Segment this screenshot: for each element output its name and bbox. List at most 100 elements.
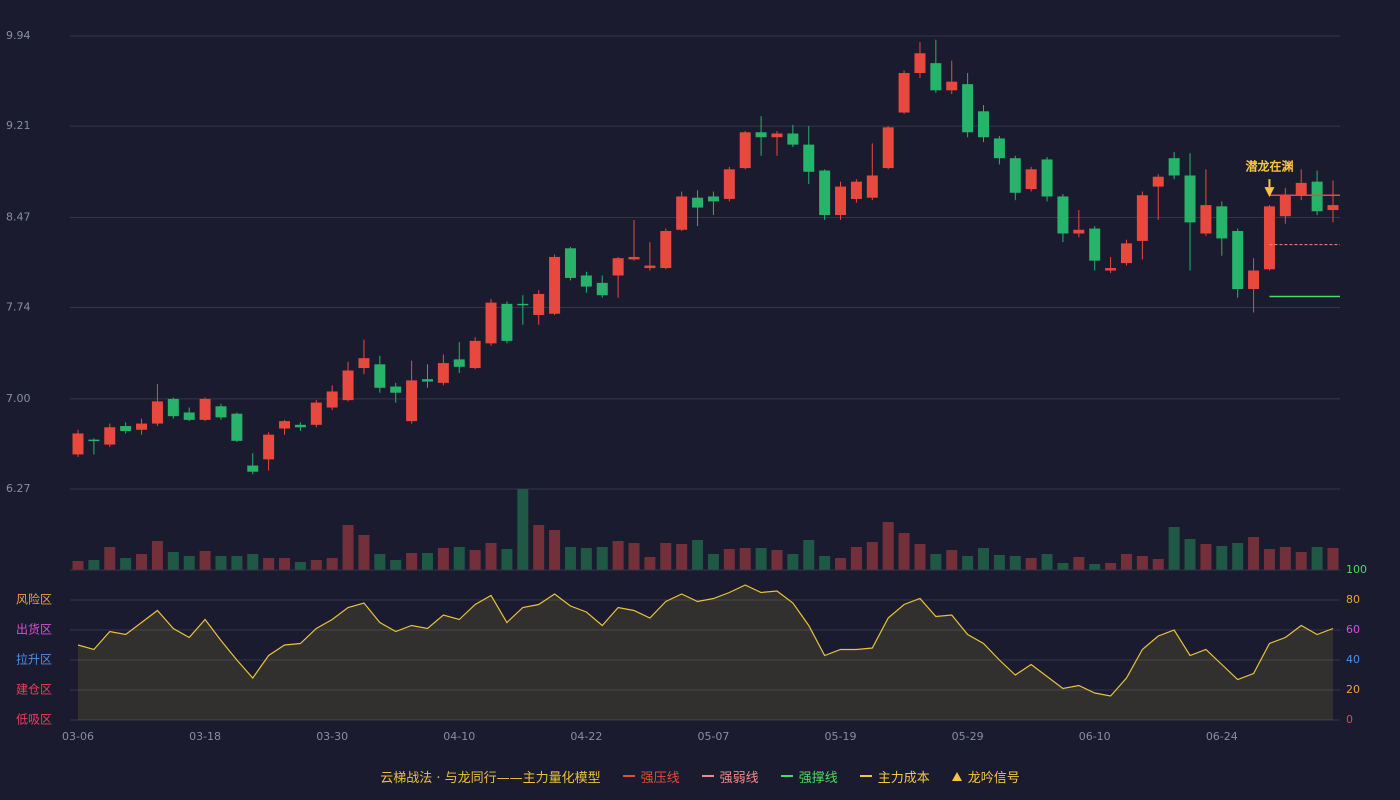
volume-bar [294, 562, 306, 570]
volume-bar [406, 553, 418, 570]
candle-body [580, 275, 592, 287]
candle-body [644, 265, 656, 269]
volume-bar [1216, 546, 1228, 570]
candle-body [1232, 231, 1244, 290]
candle-body [88, 439, 100, 442]
candle-body [1295, 182, 1307, 196]
volume-bar [167, 552, 179, 570]
volume-bar [676, 544, 688, 570]
volume-bar [993, 555, 1005, 570]
volume-bar [564, 547, 576, 570]
candle-body [183, 412, 195, 420]
legend-item: 龙吟信号 [951, 767, 1020, 786]
candle-body [136, 423, 148, 430]
legend-item: 强撑线 [780, 767, 838, 786]
candle-body [326, 391, 338, 408]
candle-body [692, 197, 704, 208]
volume-bar [596, 547, 608, 570]
volume-bar [310, 560, 322, 570]
candle-body [469, 340, 481, 369]
candle-body [723, 169, 735, 199]
volume-bar [882, 522, 894, 570]
volume-bar [612, 541, 624, 570]
volume-bar [723, 549, 735, 570]
x-tick-label: 04-10 [443, 730, 475, 743]
legend-item: 强弱线 [701, 767, 759, 786]
candle-body [533, 293, 545, 315]
volume-bar [835, 558, 847, 570]
legend-icon [951, 771, 962, 781]
volume-bar [342, 525, 354, 570]
volume-bar [962, 556, 974, 570]
volume-bar [151, 541, 163, 570]
volume-bar [660, 543, 672, 570]
volume-bar [88, 560, 100, 570]
volume-bar [898, 533, 910, 570]
volume-bar [1200, 544, 1212, 570]
candle-body [1311, 181, 1323, 212]
candle-body [390, 386, 402, 393]
volume-bar [1073, 557, 1085, 570]
candle-body [628, 256, 640, 260]
candle-body [453, 359, 465, 367]
volume-bar [1295, 552, 1307, 570]
legend: 云梯战法 · 与龙同行——主力量化模型 强压线 强弱线 强撑线 主力成本 龙吟信号 [0, 764, 1400, 788]
volume-bar [1057, 563, 1069, 570]
volume-bar [390, 560, 402, 570]
zone-label: 建仓区 [16, 683, 52, 697]
volume-bar [1089, 564, 1101, 570]
volume-bar [485, 543, 497, 570]
candle-body [1025, 169, 1037, 190]
y2-tick-label: 20 [1346, 683, 1360, 696]
candle-body [803, 144, 815, 172]
volume-bar [469, 550, 481, 570]
y-tick-label: 7.00 [6, 392, 31, 405]
y-tick-label: 9.21 [6, 119, 31, 132]
candle-body [72, 433, 84, 455]
candle-body [342, 370, 354, 401]
legend-item: 强压线 [622, 767, 680, 786]
legend-label: 强弱线 [719, 770, 759, 786]
legend-icon [859, 775, 872, 777]
volume-bar [707, 554, 719, 570]
candle-body [310, 402, 322, 425]
volume-bar [1232, 543, 1244, 570]
candle-body [1041, 159, 1053, 197]
candle-body [215, 406, 227, 418]
candle-body [898, 73, 910, 113]
volume-bar [549, 530, 561, 570]
candle-body [676, 196, 688, 230]
volume-bar [199, 551, 211, 570]
candle-body [755, 132, 767, 138]
candle-body [1216, 206, 1228, 239]
candle-body [517, 303, 529, 306]
volume-bar [1041, 554, 1053, 570]
candle-body [1009, 158, 1021, 193]
candle-body [549, 256, 561, 314]
volume-bar [453, 547, 465, 570]
zone-label: 拉升区 [16, 652, 52, 667]
candle-body [930, 63, 942, 91]
x-tick-label: 06-10 [1079, 730, 1111, 743]
x-tick-label: 03-18 [189, 730, 221, 743]
volume-bar [104, 547, 116, 570]
volume-bar [1311, 547, 1323, 570]
volume-bar [501, 549, 513, 570]
volume-bar [421, 553, 433, 570]
legend-item: 主力成本 [859, 767, 930, 786]
candle-body [1248, 270, 1260, 290]
volume-bar [914, 544, 926, 570]
zone-label: 出货区 [16, 622, 52, 637]
candle-body [819, 170, 831, 215]
y2-tick-label: 80 [1346, 593, 1360, 606]
candle-body [1327, 205, 1339, 211]
candle-body [151, 401, 163, 424]
candle-body [596, 282, 608, 296]
volume-bar [978, 548, 990, 570]
volume-bar [644, 557, 656, 570]
candle-body [946, 81, 958, 91]
candle-body [358, 358, 370, 369]
candle-body [247, 465, 259, 472]
legend-icon [701, 775, 714, 777]
volume-bar [120, 558, 132, 570]
